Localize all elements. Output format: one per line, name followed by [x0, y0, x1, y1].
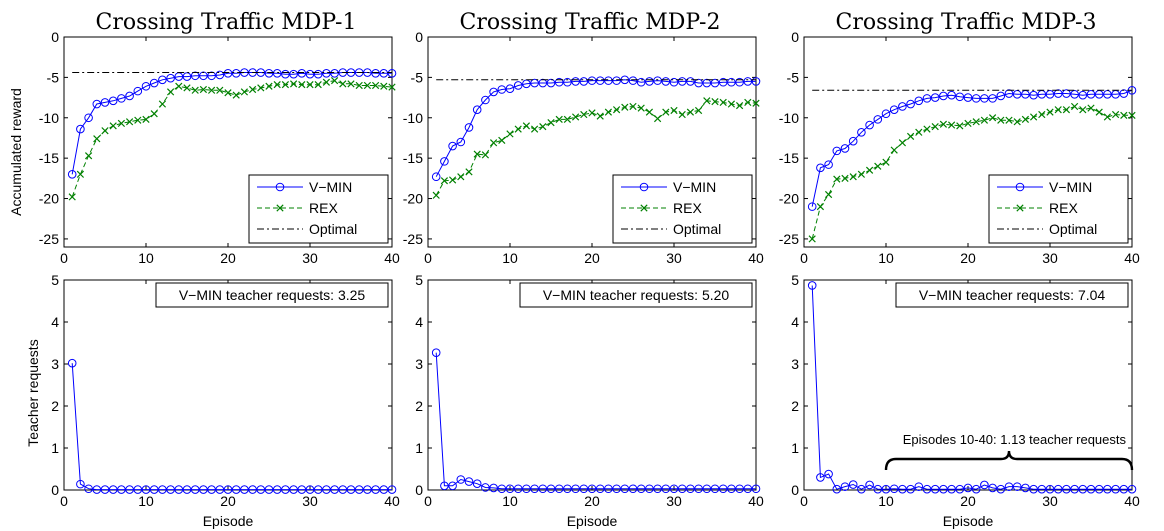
y-tick-label: -5: [787, 69, 800, 85]
requests-plot-mdp-3: Episode 0 10 20 30 40 0 1 2 3 4 5 V−MIN teacher req…: [791, 272, 1140, 529]
y-tick-label: 0: [791, 482, 799, 498]
x-tick-label: 10: [878, 250, 894, 266]
legend-label: Optimal: [673, 221, 721, 237]
x-tick-label: 0: [424, 250, 432, 266]
y-tick-label: 0: [791, 29, 799, 45]
y-tick-label: 4: [51, 314, 59, 330]
x-tick-label: 40: [1124, 493, 1140, 509]
annotation-text: V−MIN teacher requests: 5.20: [543, 287, 730, 303]
plot-area: [428, 280, 756, 490]
annotation-text: V−MIN teacher requests: 3.25: [179, 287, 366, 303]
legend-label: Optimal: [309, 221, 357, 237]
x-tick-label: 20: [960, 493, 976, 509]
y-tick-label: 2: [415, 398, 423, 414]
x-tick-label: 0: [800, 493, 808, 509]
y-tick-label: 0: [51, 482, 59, 498]
x-tick-label: 30: [1042, 250, 1058, 266]
reward-plot-mdp-3: Crossing Traffic MDP-3 0 10 20 30 40 0 -5 -10 -1…: [779, 10, 1140, 266]
y-tick-label: 5: [791, 272, 799, 288]
y-axis-label: Teacher requests: [25, 339, 41, 446]
x-tick-label: 40: [384, 250, 400, 266]
x-tick-label: 20: [584, 250, 600, 266]
y-tick-label: -10: [779, 110, 799, 126]
y-tick-label: 0: [415, 29, 423, 45]
legend-label: REX: [1049, 200, 1078, 216]
y-tick-label: 4: [791, 314, 799, 330]
x-tick-label: 10: [502, 493, 518, 509]
x-tick-label: 0: [60, 250, 68, 266]
y-tick-label: -5: [411, 69, 424, 85]
x-axis-label: Episode: [203, 513, 254, 529]
brace-annotation-text: Episodes 10-40: 1.13 teacher requests: [903, 432, 1127, 447]
y-tick-label: -15: [779, 150, 799, 166]
reward-plot-mdp-2: Crossing Traffic MDP-2 0 10 20 30 40 0 -5 -10 -1…: [403, 10, 764, 266]
y-tick-label: 1: [791, 440, 799, 456]
y-tick-label: 0: [415, 482, 423, 498]
y-axis-label: Accumulated reward: [8, 88, 24, 216]
plot-area: [64, 280, 392, 490]
y-tick-label: -5: [47, 69, 60, 85]
x-tick-label: 0: [800, 250, 808, 266]
x-axis-label: Episode: [567, 513, 618, 529]
y-tick-label: 2: [51, 398, 59, 414]
legend-label: V−MIN: [673, 179, 716, 195]
y-tick-label: 1: [415, 440, 423, 456]
legend-label: REX: [309, 200, 338, 216]
plot-title: Crossing Traffic MDP-2: [460, 10, 721, 35]
y-tick-label: -20: [403, 191, 423, 207]
y-tick-label: 5: [51, 272, 59, 288]
y-tick-label: -20: [39, 191, 59, 207]
x-tick-label: 40: [1124, 250, 1140, 266]
x-tick-label: 40: [748, 493, 764, 509]
y-tick-label: -20: [779, 191, 799, 207]
y-tick-label: -10: [39, 110, 59, 126]
legend-label: V−MIN: [309, 179, 352, 195]
x-tick-label: 20: [584, 493, 600, 509]
legend-label: V−MIN: [1049, 179, 1092, 195]
y-tick-label: 2: [791, 398, 799, 414]
annotation-text: V−MIN teacher requests: 7.04: [919, 287, 1106, 303]
x-tick-label: 0: [60, 493, 68, 509]
y-tick-label: -25: [39, 231, 59, 247]
x-tick-label: 30: [666, 250, 682, 266]
plot-title: Crossing Traffic MDP-3: [836, 10, 1097, 35]
x-tick-label: 40: [748, 250, 764, 266]
x-tick-label: 10: [138, 250, 154, 266]
x-axis-label: Episode: [943, 513, 994, 529]
legend: V−MIN REX Optimal: [989, 175, 1128, 243]
y-tick-label: 1: [51, 440, 59, 456]
plot-title: Crossing Traffic MDP-1: [96, 10, 357, 35]
x-tick-label: 30: [1042, 493, 1058, 509]
y-tick-label: 4: [415, 314, 423, 330]
x-tick-label: 20: [960, 250, 976, 266]
x-tick-label: 30: [302, 250, 318, 266]
x-tick-label: 10: [502, 250, 518, 266]
x-tick-label: 20: [220, 250, 236, 266]
y-tick-label: -15: [403, 150, 423, 166]
legend-label: REX: [673, 200, 702, 216]
x-tick-label: 30: [302, 493, 318, 509]
y-tick-label: 5: [415, 272, 423, 288]
requests-plot-mdp-2: Episode 0 10 20 30 40 0 1 2 3 4 5 V−MIN teacher req…: [415, 272, 764, 529]
x-tick-label: 10: [138, 493, 154, 509]
y-tick-label: -10: [403, 110, 423, 126]
x-tick-label: 10: [878, 493, 894, 509]
y-tick-label: -25: [779, 231, 799, 247]
x-tick-label: 30: [666, 493, 682, 509]
y-tick-label: 3: [791, 356, 799, 372]
x-tick-label: 40: [384, 493, 400, 509]
legend: V−MIN REX Optimal: [249, 175, 388, 243]
legend-label: Optimal: [1049, 221, 1097, 237]
reward-plot-mdp-1: Crossing Traffic MDP-1 Accumulated rewar…: [8, 10, 400, 266]
x-tick-label: 0: [424, 493, 432, 509]
y-tick-label: -25: [403, 231, 423, 247]
y-tick-label: 0: [51, 29, 59, 45]
y-tick-label: 3: [415, 356, 423, 372]
y-tick-label: -15: [39, 150, 59, 166]
requests-plot-mdp-1: Teacher requests Episode 0 10 20 30 40 0 1 2 3 4 5…: [25, 272, 400, 529]
y-tick-label: 3: [51, 356, 59, 372]
x-tick-label: 20: [220, 493, 236, 509]
legend: V−MIN REX Optimal: [613, 175, 752, 243]
